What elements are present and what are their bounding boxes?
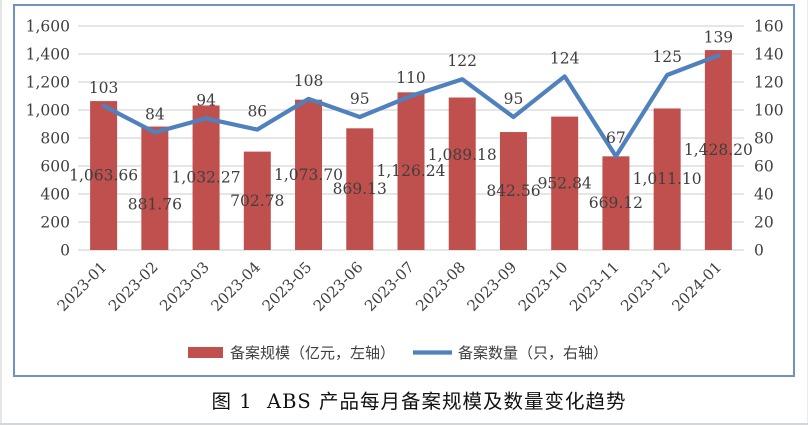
line-label-2023-09: 95 — [504, 90, 524, 108]
right-axis-tick: 40 — [754, 186, 774, 204]
bar-2023-05 — [295, 99, 323, 250]
left-axis-tick: 1,000 — [26, 102, 70, 120]
line-label-2024-01: 139 — [704, 28, 734, 46]
page-edge-left — [0, 0, 2, 425]
line-label-2023-02: 84 — [145, 105, 165, 123]
x-axis-label-2023-07: 2023-07 — [361, 258, 418, 315]
combo-chart: 0 0 200 20 400 40 600 60 800 80 1,000 100 1,200 120 1,… — [26, 18, 784, 363]
bar-2023-04 — [243, 151, 271, 250]
bar-label-2023-02: 881.76 — [128, 195, 182, 213]
bar-2023-08 — [448, 97, 476, 250]
right-axis-tick: 160 — [754, 18, 784, 36]
line-label-2023-10: 124 — [550, 49, 580, 67]
line-label-2023-04: 86 — [247, 103, 267, 121]
left-axis-tick: 1,400 — [26, 46, 70, 64]
x-axis-label-2023-02: 2023-02 — [105, 258, 162, 315]
right-axis-tick: 100 — [754, 102, 784, 120]
legend-bar-swatch — [188, 347, 223, 358]
x-axis-label-2023-05: 2023-05 — [259, 258, 316, 315]
bar-2023-07 — [397, 92, 425, 250]
right-axis-tick: 20 — [754, 214, 774, 232]
bar-2023-11 — [602, 156, 630, 250]
right-axis-tick: 140 — [754, 46, 784, 64]
x-axis-label-2023-01: 2023-01 — [54, 258, 111, 315]
x-axis-label-2023-08: 2023-08 — [412, 258, 469, 315]
line-label-2023-08: 122 — [447, 52, 477, 70]
bar-2023-12 — [653, 108, 681, 250]
line-label-2023-03: 94 — [196, 91, 216, 109]
bar-label-2023-03: 1,032.27 — [172, 169, 241, 187]
bar-label-2023-09: 842.56 — [486, 182, 540, 200]
bar-2023-09 — [499, 132, 527, 250]
x-axis-label-2023-09: 2023-09 — [463, 258, 520, 315]
right-axis-tick: 60 — [754, 158, 774, 176]
right-axis-tick: 80 — [754, 130, 774, 148]
legend-bar-label: 备案规模（亿元，左轴） — [230, 344, 395, 362]
line-label-2023-12: 125 — [652, 48, 682, 66]
line-label-2023-07: 110 — [396, 69, 426, 87]
left-axis-tick: 1,200 — [26, 74, 70, 92]
bar-label-2023-11: 669.12 — [589, 194, 643, 212]
line-label-2023-05: 108 — [294, 72, 324, 90]
bar-label-2023-12: 1,011.10 — [633, 170, 702, 188]
bar-2023-03 — [192, 105, 220, 250]
x-axis-label-2023-03: 2023-03 — [156, 258, 213, 315]
legend-line-label: 备案数量（只，右轴） — [458, 344, 608, 362]
left-axis-tick: 400 — [40, 186, 70, 204]
x-axis-label-2023-04: 2023-04 — [207, 258, 264, 315]
left-axis-tick: 0 — [60, 242, 70, 260]
left-axis-tick: 200 — [40, 214, 70, 232]
line-label-2023-11: 67 — [606, 129, 626, 147]
line-label-2023-01: 103 — [89, 79, 119, 97]
bar-2023-06 — [346, 128, 374, 250]
x-axis-label-2024-01: 2024-01 — [668, 258, 725, 315]
bar-label-2023-06: 869.13 — [333, 180, 387, 198]
bar-2023-02 — [141, 126, 169, 250]
bar-label-2023-10: 952.84 — [538, 174, 592, 192]
x-axis-label-2023-10: 2023-10 — [515, 258, 572, 315]
page-edge-bottom — [0, 423, 808, 425]
bar-label-2023-05: 1,073.70 — [274, 166, 343, 184]
bar-label-2024-01: 1,428.20 — [684, 141, 753, 159]
bar-2023-01 — [90, 101, 118, 250]
x-axis-label-2023-11: 2023-11 — [566, 258, 623, 315]
figure-caption: 图 1 ABS 产品每月备案规模及数量变化趋势 — [211, 390, 627, 413]
line-label-2023-06: 95 — [350, 90, 370, 108]
bar-2024-01 — [704, 50, 732, 250]
right-axis-tick: 0 — [754, 242, 764, 260]
bar-label-2023-01: 1,063.66 — [69, 167, 138, 185]
bar-label-2023-08: 1,089.18 — [428, 146, 497, 164]
bar-label-2023-04: 702.78 — [230, 192, 284, 210]
left-axis-tick: 1,600 — [26, 18, 70, 36]
left-axis-tick: 600 — [40, 158, 70, 176]
line-series — [101, 53, 721, 159]
right-axis-tick: 120 — [754, 74, 784, 92]
bar-2023-10 — [551, 116, 579, 250]
x-axis-label-2023-06: 2023-06 — [310, 258, 367, 315]
bar-label-2023-07: 1,126.24 — [376, 162, 445, 180]
x-axis-label-2023-12: 2023-12 — [617, 258, 674, 315]
left-axis-tick: 800 — [40, 130, 70, 148]
